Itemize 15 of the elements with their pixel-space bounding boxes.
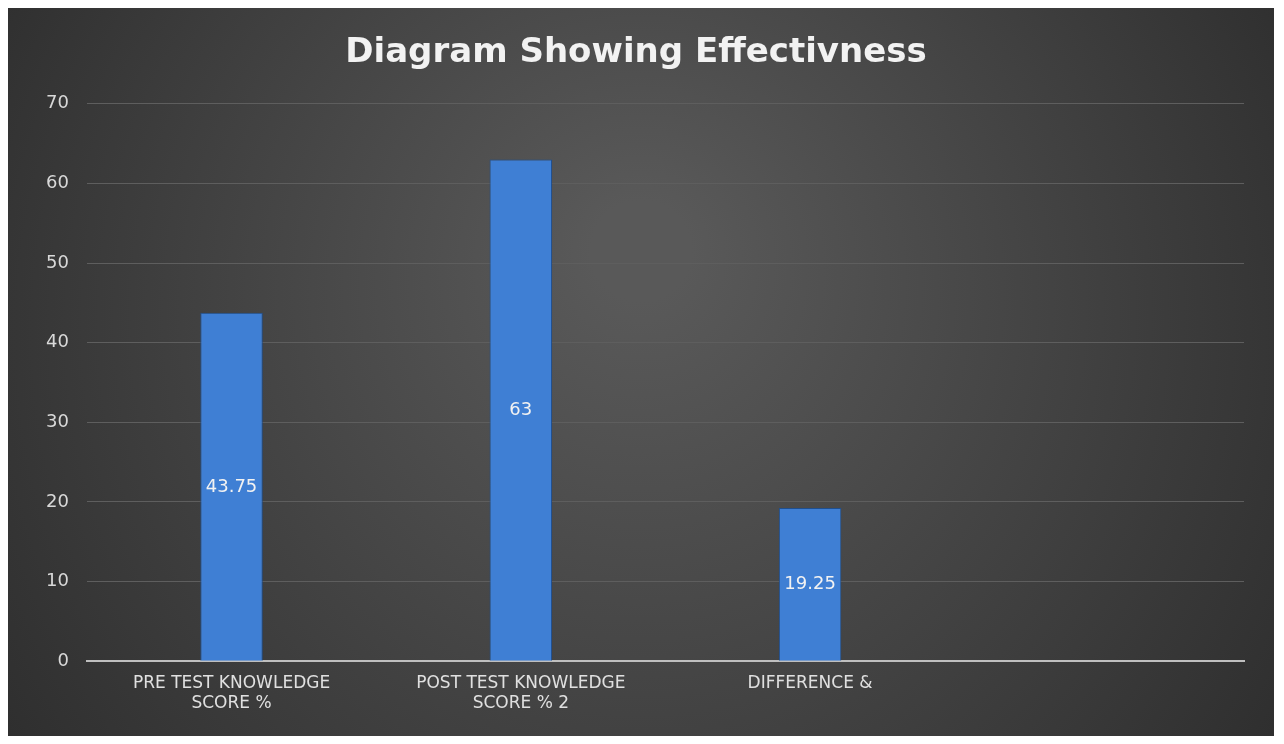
- x-tick-label: POST TEST KNOWLEDGE SCORE % 2: [416, 671, 626, 713]
- data-label: 19.25: [784, 572, 836, 594]
- data-label: 63: [509, 398, 533, 420]
- y-tick-label: 70: [46, 91, 69, 113]
- y-tick-label: 0: [57, 648, 69, 670]
- chart-title: Diagram Showing Effectivness: [345, 30, 927, 71]
- y-tick-label: 20: [46, 489, 69, 511]
- y-tick-label: 60: [46, 171, 69, 193]
- y-tick-label: 50: [46, 250, 69, 272]
- x-tick-label: PRE TEST KNOWLEDGE SCORE %: [132, 671, 331, 713]
- data-label: 43.75: [205, 474, 258, 496]
- y-tick-label: 10: [46, 569, 69, 591]
- y-tick-label: 30: [46, 409, 69, 431]
- y-tick-label: 40: [46, 330, 69, 352]
- x-tick-label: DIFFERENCE &: [747, 671, 873, 692]
